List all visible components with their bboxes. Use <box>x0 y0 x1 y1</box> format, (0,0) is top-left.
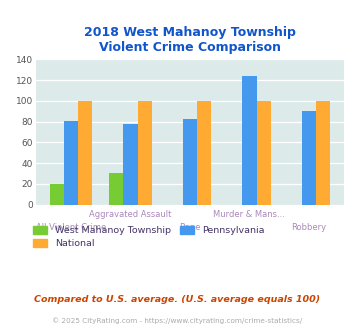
Text: Murder & Mans...: Murder & Mans... <box>213 211 285 219</box>
Text: Compared to U.S. average. (U.S. average equals 100): Compared to U.S. average. (U.S. average … <box>34 295 321 304</box>
Bar <box>242 76 257 205</box>
Bar <box>50 184 64 205</box>
Bar <box>123 124 138 205</box>
Bar <box>257 101 271 205</box>
Bar <box>78 101 92 205</box>
Text: Rape: Rape <box>179 223 201 232</box>
Text: Aggravated Assault: Aggravated Assault <box>89 211 171 219</box>
Bar <box>138 101 152 205</box>
Bar <box>109 174 123 205</box>
Text: © 2025 CityRating.com - https://www.cityrating.com/crime-statistics/: © 2025 CityRating.com - https://www.city… <box>53 317 302 324</box>
Bar <box>197 101 211 205</box>
Bar <box>302 111 316 205</box>
Bar <box>64 120 78 205</box>
Bar <box>183 118 197 205</box>
Bar <box>316 101 330 205</box>
Title: 2018 West Mahanoy Township
Violent Crime Comparison: 2018 West Mahanoy Township Violent Crime… <box>84 26 296 54</box>
Text: All Violent Crime: All Violent Crime <box>36 223 106 232</box>
Text: Robbery: Robbery <box>291 223 327 232</box>
Legend: West Mahanoy Township, National, Pennsylvania: West Mahanoy Township, National, Pennsyl… <box>33 226 264 248</box>
